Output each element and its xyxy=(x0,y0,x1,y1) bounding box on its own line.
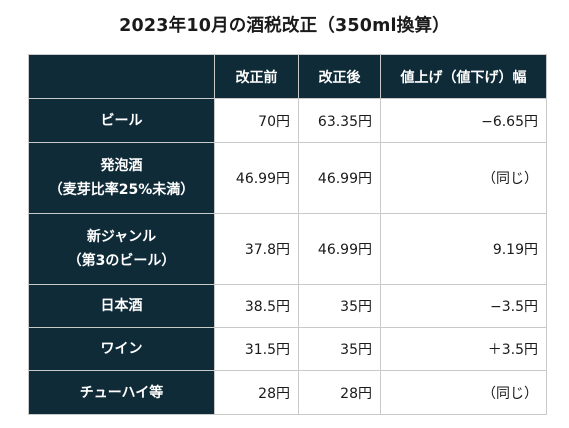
row-label-line: 新ジャンル xyxy=(86,229,157,245)
cell-after: 35円 xyxy=(298,284,381,328)
cell-after: 63.35円 xyxy=(298,98,381,143)
cell-after: 35円 xyxy=(298,327,381,371)
cell-change: −6.65円 xyxy=(380,98,547,143)
row-label-line: ビール xyxy=(100,112,143,129)
row-label: ワイン xyxy=(28,327,215,371)
table-row: 日本酒 38.5円 35円 −3.5円 xyxy=(28,284,547,328)
cell-before: 37.8円 xyxy=(214,213,299,285)
cell-change: ＋3.5円 xyxy=(380,327,547,371)
row-label: 発泡酒 （麦芽比率25%未満） xyxy=(28,142,215,214)
row-label: ビール xyxy=(28,98,215,143)
row-label-line: 日本酒 xyxy=(100,298,143,314)
header-cell-category xyxy=(28,54,215,99)
liquor-tax-table: 改正前 改正後 値上げ（値下げ）幅 ビール 70円 63.35円 −6.65円 … xyxy=(28,54,547,415)
row-label: 新ジャンル （第3のビール） xyxy=(28,213,215,285)
header-cell-before: 改正前 xyxy=(214,54,299,99)
cell-before: 70円 xyxy=(214,98,299,143)
table-row: 新ジャンル （第3のビール） 37.8円 46.99円 9.19円 xyxy=(28,213,547,285)
table-header-row: 改正前 改正後 値上げ（値下げ）幅 xyxy=(28,54,547,99)
cell-before: 31.5円 xyxy=(214,327,299,371)
cell-change: −3.5円 xyxy=(380,284,547,328)
row-label-subline: （麦芽比率25%未満） xyxy=(48,182,195,198)
row-label-line: ワイン xyxy=(100,341,143,357)
cell-change: （同じ） xyxy=(380,142,547,214)
cell-after: 28円 xyxy=(298,370,381,415)
table-row: ビール 70円 63.35円 −6.65円 xyxy=(28,98,547,143)
page-title: 2023年10月の酒税改正（350ml換算） xyxy=(119,16,450,36)
cell-before: 46.99円 xyxy=(214,142,299,214)
row-label-subline: （第3のビール） xyxy=(67,253,176,269)
cell-after: 46.99円 xyxy=(298,213,381,285)
cell-before: 38.5円 xyxy=(214,284,299,328)
header-cell-change: 値上げ（値下げ）幅 xyxy=(380,54,547,99)
cell-after: 46.99円 xyxy=(298,142,381,214)
table-row: ワイン 31.5円 35円 ＋3.5円 xyxy=(28,327,547,371)
cell-before: 28円 xyxy=(214,370,299,415)
row-label-line: 発泡酒 xyxy=(100,158,143,174)
table-row: 発泡酒 （麦芽比率25%未満） 46.99円 46.99円 （同じ） xyxy=(28,142,547,214)
row-label-line: チューハイ等 xyxy=(79,384,164,401)
row-label: 日本酒 xyxy=(28,284,215,328)
header-cell-after: 改正後 xyxy=(298,54,381,99)
cell-change: （同じ） xyxy=(380,370,547,415)
cell-change: 9.19円 xyxy=(380,213,547,285)
table-row: チューハイ等 28円 28円 （同じ） xyxy=(28,370,547,415)
row-label: チューハイ等 xyxy=(28,370,215,415)
